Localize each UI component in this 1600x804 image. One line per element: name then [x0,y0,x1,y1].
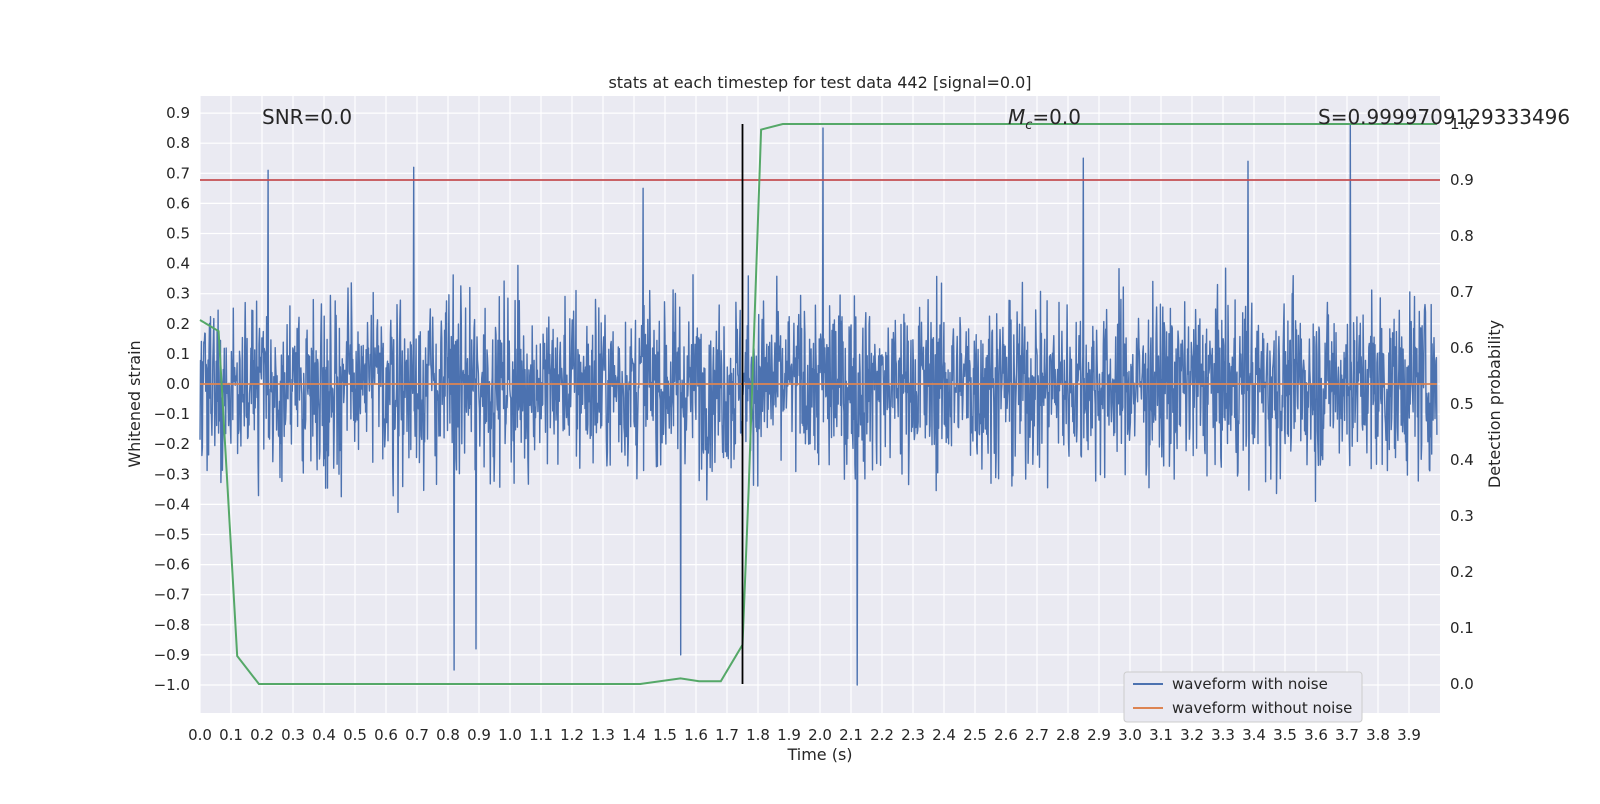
y-tick-label: −0.6 [154,556,190,574]
y2-tick-label: 0.7 [1450,283,1474,301]
x-tick-label: 2.5 [963,726,987,744]
y2-axis-label: Detection probability [1485,320,1504,488]
y-tick-label: 0.8 [166,134,190,152]
x-tick-label: 0.4 [312,726,336,744]
x-tick-label: 0.3 [281,726,305,744]
x-tick-labels: 0.0 0.1 0.2 0.3 0.4 0.5 0.6 0.7 0.8 0.9 1.0 1.1 1.2 1… [188,726,1421,744]
x-tick-label: 2.4 [932,726,956,744]
y2-tick-label: 1.0 [1450,115,1474,133]
x-tick-label: 1.7 [715,726,739,744]
y-tick-labels: 0.9 0.8 0.7 0.6 0.5 0.4 0.3 0.2 0.1 0.0 −0.1 −0.2 −0… [154,104,190,694]
y2-tick-label: 0.2 [1450,563,1474,581]
x-tick-label: 0.5 [343,726,367,744]
y2-tick-label: 0.8 [1450,227,1474,245]
y2-tick-label: 0.6 [1450,339,1474,357]
legend-box [1123,671,1363,723]
y-axis-label: Whitened strain [125,340,144,467]
x-tick-label: 1.4 [622,726,646,744]
y-tick-label: −0.7 [154,586,190,604]
x-tick-label: 1.3 [591,726,615,744]
annotation-snr: SNR=0.0 [262,105,352,129]
overlay-lines [199,123,1440,685]
x-tick-label: 3.2 [1180,726,1204,744]
y2-tick-label: 0.0 [1450,675,1474,693]
x-tick-label: 0.8 [436,726,460,744]
x-tick-label: 2.2 [870,726,894,744]
x-tick-label: 3.1 [1149,726,1173,744]
series-waveform-with-noise [199,124,1438,686]
x-tick-label: 2.0 [808,726,832,744]
x-tick-label: 1.1 [529,726,553,744]
x-tick-label: 0.9 [467,726,491,744]
x-tick-label: 2.6 [994,726,1018,744]
y-tick-label: 0.3 [166,285,190,303]
annotation-mc: Mc=0.0 [1008,105,1081,133]
x-tick-label: 2.8 [1056,726,1080,744]
x-tick-label: 3.3 [1211,726,1235,744]
x-tick-label: 3.6 [1304,726,1328,744]
x-tick-label: 0.1 [219,726,243,744]
x-tick-label: 2.7 [1025,726,1049,744]
y-tick-label: −0.3 [154,465,190,483]
x-tick-label: 3.9 [1397,726,1421,744]
y-tick-label: 0.6 [166,194,190,212]
y-tick-label: −0.2 [154,435,190,453]
y-tick-label: −0.5 [154,526,190,544]
y2-tick-label: 0.9 [1450,171,1474,189]
x-tick-label: 3.5 [1273,726,1297,744]
y2-tick-labels: 1.0 0.9 0.8 0.7 0.6 0.5 0.4 0.3 0.2 0.1 0.0 [1450,115,1474,693]
annotation-mc-value: =0.0 [1032,105,1081,129]
x-tick-label: 0.6 [374,726,398,744]
x-tick-label: 0.0 [188,726,212,744]
x-tick-label: 3.7 [1335,726,1359,744]
chart-title: stats at each timestep for test data 442… [608,73,1031,92]
x-tick-label: 1.6 [684,726,708,744]
y-tick-label: 0.1 [166,345,190,363]
y-tick-label: −0.9 [154,646,190,664]
x-tick-label: 1.0 [498,726,522,744]
x-tick-label: 0.7 [405,726,429,744]
x-tick-label: 2.3 [901,726,925,744]
x-tick-label: 1.9 [777,726,801,744]
y-tick-label: 0.0 [166,375,190,393]
x-tick-label: 0.2 [250,726,274,744]
annotation-s: S=0.9999709129333496 [1318,105,1570,129]
y-tick-label: 0.2 [166,315,190,333]
y-tick-label: −0.4 [154,495,190,513]
x-tick-label: 1.2 [560,726,584,744]
legend: waveform with noise waveform without noi… [1123,671,1363,723]
annotation-mc-subscript: c [1025,118,1032,133]
x-tick-label: 1.8 [746,726,770,744]
y2-tick-label: 0.5 [1450,395,1474,413]
y2-tick-label: 0.1 [1450,619,1474,637]
y2-tick-label: 0.4 [1450,451,1474,469]
annotation-mc-symbol: M [1008,105,1025,129]
y-tick-label: 0.7 [166,164,190,182]
y-tick-label: −1.0 [154,676,190,694]
y-tick-label: 0.4 [166,255,190,273]
x-tick-label: 2.1 [839,726,863,744]
waveform-with-noise-line [199,124,1438,686]
legend-label-waveform-without-noise: waveform without noise [1172,699,1352,717]
y-tick-label: −0.8 [154,616,190,634]
x-tick-label: 3.8 [1366,726,1390,744]
x-tick-label: 1.5 [653,726,677,744]
x-tick-label: 3.0 [1118,726,1142,744]
detection-probability-line [199,123,1437,685]
y-tick-label: −0.1 [154,405,190,423]
legend-label-waveform-with-noise: waveform with noise [1172,675,1328,693]
x-tick-label: 2.9 [1087,726,1111,744]
x-tick-label: 3.4 [1242,726,1266,744]
y2-tick-label: 0.3 [1450,507,1474,525]
y-tick-label: 0.9 [166,104,190,122]
x-axis-label: Time (s) [786,745,852,764]
y-tick-label: 0.5 [166,225,190,243]
